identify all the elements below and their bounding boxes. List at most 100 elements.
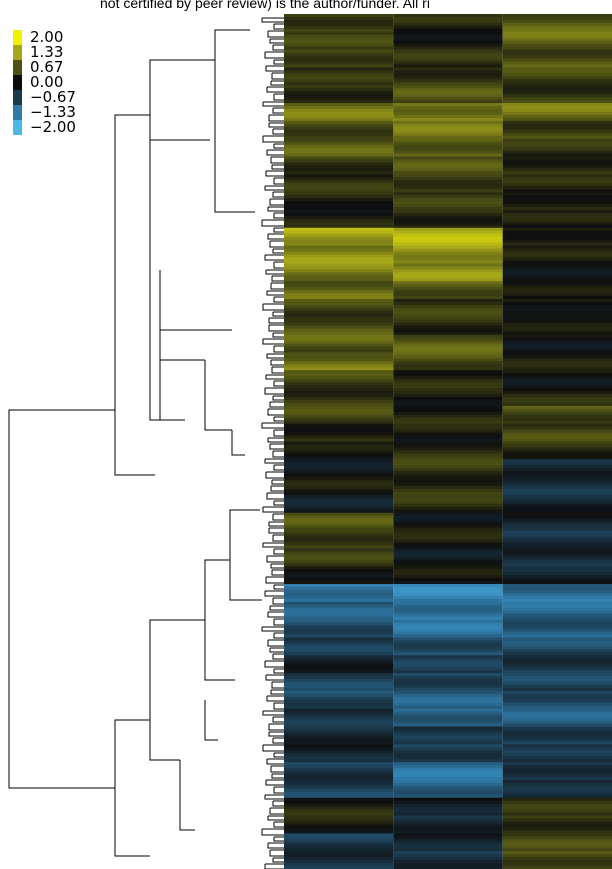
heatmap-cell [393,557,503,561]
heatmap-cell [393,370,503,374]
heatmap-cell [393,637,503,641]
dendrogram-leaf [272,653,286,660]
heatmap-cell [502,536,612,540]
heatmap-cell [284,88,394,92]
heatmap-cell [284,25,394,30]
heatmap-cell [284,575,394,579]
heatmap-cell [502,622,612,626]
heatmap-cell [393,548,503,552]
heatmap-cell [393,459,503,463]
dendrogram-leaf [265,779,286,786]
heatmap-cell [393,726,503,730]
dendrogram-leaf [262,542,286,548]
heatmap-cell [284,224,394,229]
heatmap-cell [393,827,503,831]
heatmap-cell [284,168,394,172]
heatmap-cell [502,204,612,208]
dendrogram-leaf [270,689,286,695]
heatmap-cell [284,744,394,748]
heatmap-cell [393,382,503,386]
header-text: not certified by peer review) is the aut… [100,0,430,11]
heatmap-cell [284,284,394,288]
heatmap-cell [393,690,503,695]
heatmap-cell [393,64,503,68]
heatmap-cell [284,159,394,163]
heatmap-cell [502,49,612,53]
dendrogram-leaf [272,857,286,863]
heatmap-cell [502,824,612,828]
heatmap-cell [502,399,612,404]
heatmap-cell [284,536,394,540]
heatmap-cell [393,480,503,484]
heatmap-cell [502,352,612,356]
heatmap-cell [502,863,612,867]
heatmap-cell [502,373,612,377]
heatmap-cell [393,379,503,383]
heatmap-cell [502,450,612,454]
heatmap-cell [284,106,394,110]
heatmap-cell [284,533,394,537]
heatmap-cell [393,815,503,819]
heatmap-cell [502,765,612,769]
heatmap-cell [284,581,394,585]
heatmap-cell [284,328,394,333]
heatmap-cell [502,474,612,478]
heatmap-cell [502,545,612,549]
heatmap-cell [393,399,503,404]
heatmap-cell [393,809,503,813]
heatmap-cell [502,174,612,178]
heatmap-cell [393,554,503,558]
heatmap-cell [502,542,612,546]
heatmap-cell [502,391,612,395]
heatmap-cell [393,679,503,683]
heatmap-cell [393,420,503,425]
heatmap-cell [284,126,394,131]
heatmap-cell [393,613,503,618]
heatmap-cell [284,135,394,140]
heatmap-cell [284,738,394,742]
heatmap-cell [284,616,394,621]
dendrogram-leaf [272,44,286,51]
heatmap-cell [284,269,394,273]
heatmap-cell [284,435,394,439]
heatmap-cell [393,19,503,24]
heatmap-cell [284,762,394,766]
heatmap-cell [393,290,503,294]
heatmap-cell [393,509,503,514]
heatmap-cell [393,533,503,537]
heatmap-cell [284,491,394,496]
heatmap-cell [393,711,503,716]
heatmap-cell [393,25,503,30]
heatmap-cell [284,824,394,828]
heatmap-cell [284,49,394,53]
heatmap-cell [284,551,394,555]
heatmap-cell [284,147,394,151]
heatmap-cell [502,732,612,736]
heatmap-cell [284,22,394,27]
heatmap-cell [502,774,612,778]
heatmap-cell [502,453,612,457]
heatmap-cell [393,435,503,439]
heatmap-cell [393,866,503,869]
heatmap-cell [502,85,612,89]
dendrogram-leaf [267,30,286,38]
dendrogram-leaf [267,408,286,416]
heatmap-cell [393,477,503,481]
heatmap-cell [393,566,503,570]
heatmap-cell [393,61,503,65]
heatmap-cell [393,278,503,282]
heatmap-cell [502,221,612,226]
heatmap-cell [502,857,612,861]
heatmap-cell [284,227,394,232]
heatmap-cell [284,132,394,137]
heatmap-cell [284,554,394,558]
heatmap-cell [284,426,394,431]
heatmap-cell [502,705,612,710]
heatmap-cell [284,595,394,600]
heatmap-cell [393,22,503,27]
heatmap-cell [393,598,503,603]
heatmap-cell [393,830,503,834]
heatmap-cell [284,613,394,618]
heatmap-cell [393,352,503,356]
heatmap-cell [393,14,503,18]
